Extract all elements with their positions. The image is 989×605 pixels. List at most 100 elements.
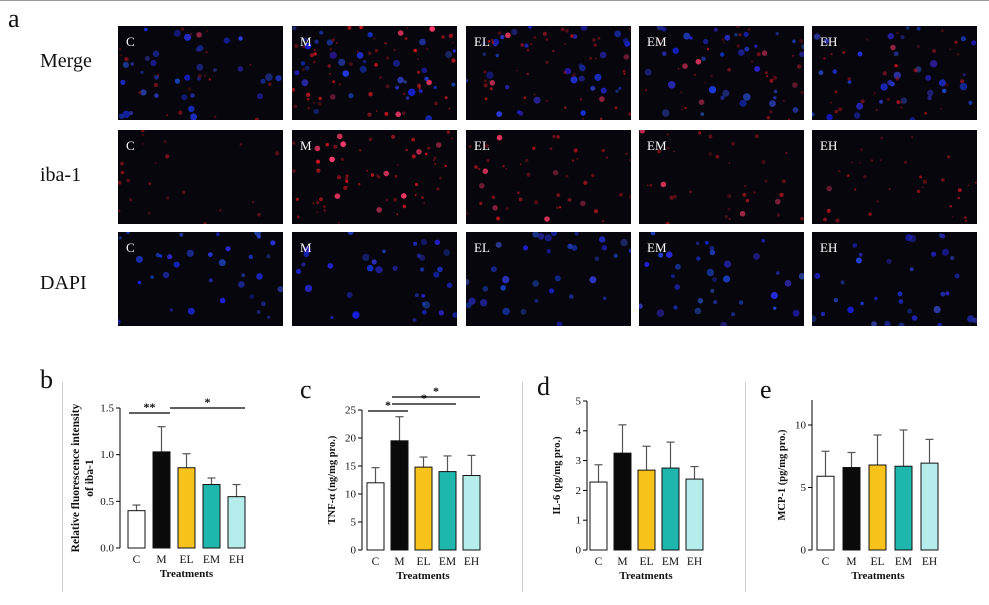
y-tick-label: 5 [801, 482, 807, 494]
micrograph-merge-eh: EH [812, 26, 977, 120]
y-tick-label: 0 [351, 545, 357, 557]
bar-em [438, 471, 457, 551]
x-tick-label: C [822, 556, 830, 568]
micrograph-label: EL [474, 240, 490, 255]
panel-divider [62, 382, 63, 592]
y-tick-label: 20 [345, 433, 357, 445]
significance-label: ** [144, 400, 156, 414]
x-axis-label: Treatments [396, 570, 450, 582]
bar-eh [685, 478, 704, 551]
micrograph-dapi-em: EM [639, 232, 804, 326]
panel-letter-c: c [300, 375, 312, 404]
bar-c [127, 510, 146, 549]
bar-el [177, 467, 196, 549]
micrograph-label: EL [474, 138, 490, 153]
bar-eh [227, 496, 246, 549]
x-tick-label: EH [922, 556, 937, 568]
x-axis-label: Treatments [851, 570, 905, 582]
row-label-dapi: DAPI [40, 272, 87, 294]
micrograph-iba-em: EM [639, 130, 804, 224]
bar-m [152, 451, 171, 549]
micrograph-label: EL [474, 34, 490, 49]
significance-label: * [385, 398, 391, 412]
panel-letter-e: e [760, 375, 772, 404]
y-tick-label: 25 [345, 405, 357, 417]
micrograph-label: C [126, 34, 135, 49]
micrograph-merge-el: EL [466, 26, 631, 120]
micrograph-dapi-eh: EH [812, 232, 977, 326]
y-tick-label: 10 [345, 489, 357, 501]
y-tick-label: 5 [351, 517, 357, 529]
micrograph-iba-m: M [292, 130, 457, 224]
x-tick-label: M [394, 556, 404, 568]
row-label-iba1: iba-1 [40, 164, 82, 186]
x-tick-label: C [372, 556, 380, 568]
x-tick-label: EM [439, 556, 456, 568]
micrograph-iba-el: EL [466, 130, 631, 224]
micrograph-dapi-el: EL [466, 232, 631, 326]
bar-m [390, 440, 409, 551]
micrograph-merge-em: EM [639, 26, 804, 120]
micrograph-label: C [126, 138, 135, 153]
x-axis-label: Treatments [160, 568, 214, 580]
micrograph-label: EM [647, 240, 667, 255]
bar-c [366, 482, 385, 551]
micrograph-label: M [300, 34, 312, 49]
bar-m [842, 467, 861, 551]
panel-letter-d: d [537, 372, 550, 401]
y-tick-label: 0 [576, 545, 582, 557]
y-tick-label: 2 [576, 485, 582, 497]
y-tick-label: 1 [576, 515, 582, 527]
x-tick-label: EM [895, 556, 912, 568]
y-axis-label: IL-6 (pg/mg pro.) [552, 436, 563, 515]
x-tick-label: M [846, 556, 856, 568]
x-tick-label: EL [870, 556, 884, 568]
micrograph-label: M [300, 138, 312, 153]
significance-label: * [421, 391, 427, 405]
y-tick-label: 0.0 [100, 543, 114, 555]
x-tick-label: EL [179, 554, 193, 566]
y-tick-label: 0 [801, 545, 807, 557]
significance-label: * [433, 384, 439, 398]
x-tick-label: C [133, 554, 141, 566]
bar-el [414, 466, 433, 551]
micrograph-merge-c: C [118, 26, 283, 120]
y-axis-label: Relative fluorescence intensity [70, 403, 82, 552]
x-tick-label: EL [416, 556, 430, 568]
x-tick-label: EH [464, 556, 479, 568]
bar-em [202, 484, 221, 549]
micrograph-dapi-c: C [118, 232, 283, 326]
x-tick-label: EM [203, 554, 220, 566]
micrograph-merge-m: M [292, 26, 457, 120]
y-tick-label: 0.5 [100, 496, 114, 508]
y-tick-label: 15 [345, 461, 357, 473]
panel-divider [745, 382, 746, 592]
micrograph-dapi-m: M [292, 232, 457, 326]
bar-m [613, 452, 632, 551]
x-tick-label: M [617, 556, 627, 568]
bar-c [589, 481, 608, 551]
y-tick-label: 5 [576, 396, 582, 408]
bar-el [868, 464, 887, 551]
micrograph-iba-c: C [118, 130, 283, 224]
y-axis-label: TNF-α (ng/mg pro.) [327, 435, 338, 524]
y-axis-label: of iba-1 [84, 459, 96, 497]
x-tick-label: EH [687, 556, 702, 568]
micrograph-iba-eh: EH [812, 130, 977, 224]
significance-label: * [205, 395, 211, 409]
panel-letter-a: a [8, 4, 20, 33]
bar-em [894, 465, 913, 551]
bar-c [816, 475, 835, 551]
bar-em [661, 467, 680, 551]
bar-el [637, 469, 656, 551]
y-axis-label: MCP-1 (pg/mg pro.) [777, 429, 788, 521]
y-tick-label: 1.5 [100, 403, 114, 415]
panel-divider [522, 382, 523, 592]
x-tick-label: EH [229, 554, 244, 566]
y-tick-label: 3 [576, 455, 582, 467]
panel-letter-b: b [40, 365, 53, 394]
micrograph-label: C [126, 240, 135, 255]
top-rule [0, 0, 989, 1]
y-tick-label: 4 [576, 425, 582, 437]
